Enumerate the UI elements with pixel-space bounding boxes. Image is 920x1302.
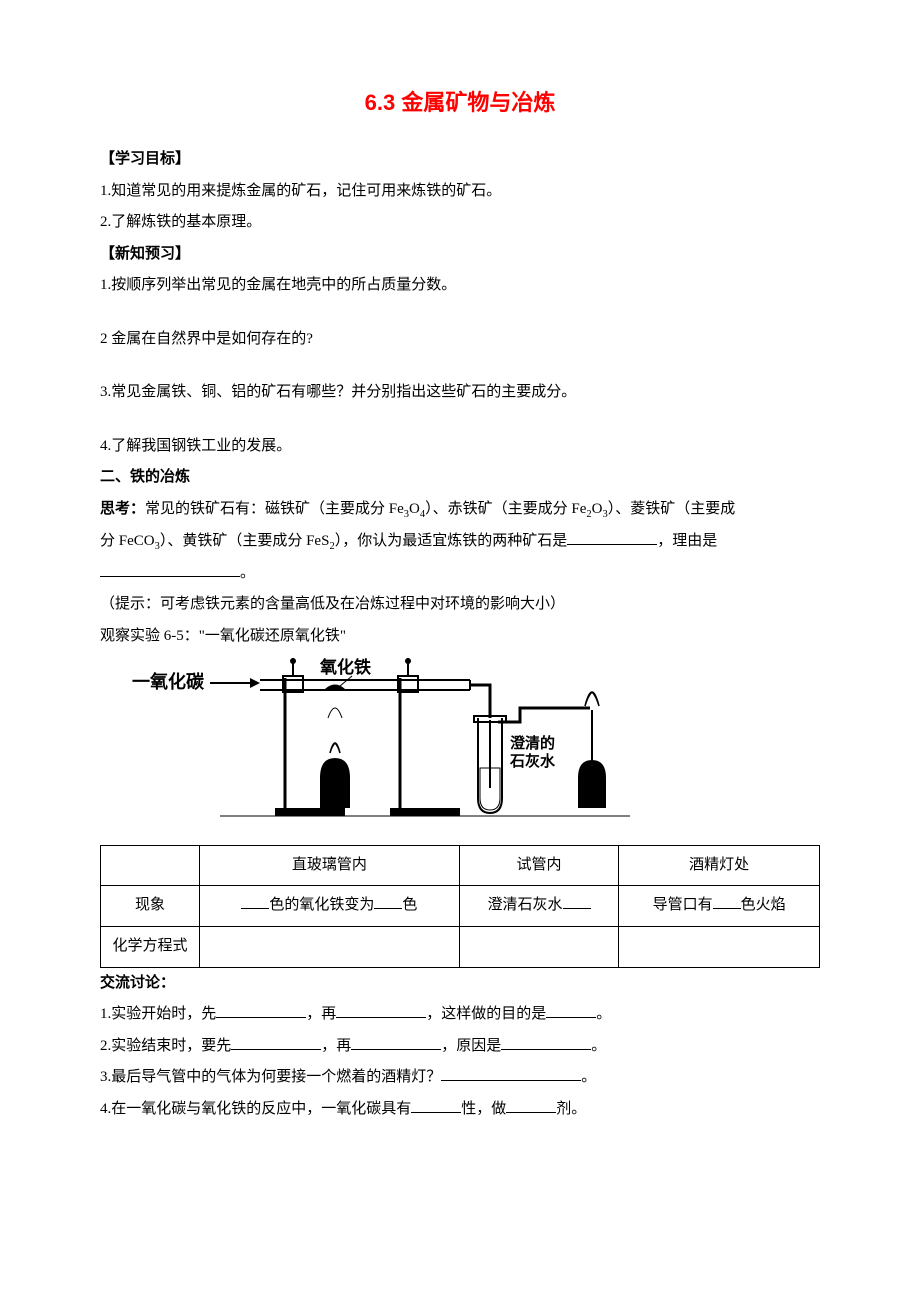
row-phenomenon-label: 现象: [101, 886, 200, 927]
t: 。: [596, 1006, 611, 1022]
think-line-2: 分 FeCO3）、黄铁矿（主要成分 FeS2），你认为最适宜炼铁的两种矿石是，理…: [100, 526, 820, 590]
preview-2: 2 金属在自然界中是如何存在的?: [100, 324, 820, 356]
think-text-3: ）、菱铁矿（主要成: [608, 501, 736, 517]
row-equation-label: 化学方程式: [101, 926, 200, 967]
discuss-4: 4.在一氧化碳与氧化铁的反应中，一氧化碳具有 性，做 剂。: [100, 1094, 820, 1126]
goal-2: 2.了解炼铁的基本原理。: [100, 207, 820, 239]
label-feo: 氧化铁: [319, 658, 371, 677]
t: ，这样做的目的是: [426, 1006, 546, 1022]
think-text-2: ）、赤铁矿（主要成分 Fe: [425, 501, 586, 517]
t: 。: [591, 1038, 606, 1054]
t: 3.最后导气管中的气体为何要接一个燃着的酒精灯？: [100, 1069, 441, 1085]
think-text-1: 常见的铁矿石有：磁铁矿（主要成分 Fe: [145, 501, 404, 517]
t: ，再: [306, 1006, 336, 1022]
cell-eq-1[interactable]: [200, 926, 460, 967]
smelting-label: 二、铁的冶炼: [100, 462, 820, 494]
think-text-5: ）、黄铁矿（主要成分 FeS: [160, 533, 330, 549]
observe: 观察实验 6-5："一氧化碳还原氧化铁": [100, 621, 820, 653]
gap: [100, 302, 820, 324]
blank[interactable]: [411, 1097, 461, 1113]
cell-burner: 导管口有 色火焰: [619, 886, 820, 927]
blank[interactable]: [546, 1002, 596, 1018]
sub: 2: [586, 509, 591, 520]
table-row: 化学方程式: [101, 926, 820, 967]
table-row: 直玻璃管内 试管内 酒精灯处: [101, 845, 820, 886]
goals-label: 【学习目标】: [100, 144, 820, 176]
think-line-1: 思考：常见的铁矿石有：磁铁矿（主要成分 Fe3O4）、赤铁矿（主要成分 Fe2O…: [100, 494, 820, 526]
t: 导管口有: [653, 897, 713, 913]
blank[interactable]: [231, 1034, 321, 1050]
cell-eq-2[interactable]: [459, 926, 618, 967]
page: 6.3 金属矿物与冶炼 【学习目标】 1.知道常见的用来提炼金属的矿石，记住可用…: [0, 0, 920, 1185]
blank[interactable]: [374, 908, 402, 909]
think-text-8: 。: [240, 565, 255, 581]
cell-tube: 色的氧化铁变为 色: [200, 886, 460, 927]
blank[interactable]: [506, 1097, 556, 1113]
blank[interactable]: [336, 1002, 426, 1018]
page-title: 6.3 金属矿物与冶炼: [100, 80, 820, 126]
experiment-table: 直玻璃管内 试管内 酒精灯处 现象 色的氧化铁变为 色 澄清石灰水 导管口有 色火焰…: [100, 845, 820, 968]
experiment-diagram: 一氧化碳 氧化铁: [100, 658, 820, 841]
blank[interactable]: [100, 561, 240, 577]
t: ，再: [321, 1038, 351, 1054]
label-lime-1: 澄清的: [510, 734, 555, 752]
t: 1.实验开始时，先: [100, 1006, 216, 1022]
t: 色火焰: [741, 897, 786, 913]
t: 剂。: [556, 1101, 586, 1117]
think-text-6: ），你认为最适宜炼铁的两种矿石是: [335, 533, 568, 549]
preview-3: 3.常见金属铁、铜、铝的矿石有哪些？并分别指出这些矿石的主要成分。: [100, 377, 820, 409]
blank[interactable]: [713, 908, 741, 909]
gap: [100, 409, 820, 431]
th-testtube: 试管内: [459, 845, 618, 886]
think-text-7: ，理由是: [657, 533, 717, 549]
discuss-label: 交流讨论：: [100, 968, 820, 1000]
gap: [100, 355, 820, 377]
th-tube: 直玻璃管内: [200, 845, 460, 886]
t: 澄清石灰水: [488, 897, 563, 913]
blank[interactable]: [241, 908, 269, 909]
blank[interactable]: [567, 529, 657, 545]
cell-eq-3[interactable]: [619, 926, 820, 967]
discuss-3: 3.最后导气管中的气体为何要接一个燃着的酒精灯？ 。: [100, 1062, 820, 1094]
blank[interactable]: [351, 1034, 441, 1050]
th-blank: [101, 845, 200, 886]
table-row: 现象 色的氧化铁变为 色 澄清石灰水 导管口有 色火焰: [101, 886, 820, 927]
t: 2.实验结束时，要先: [100, 1038, 231, 1054]
cell-testtube: 澄清石灰水: [459, 886, 618, 927]
label-lime-2: 石灰水: [509, 752, 556, 770]
t: ，原因是: [441, 1038, 501, 1054]
goal-1: 1.知道常见的用来提炼金属的矿石，记住可用来炼铁的矿石。: [100, 176, 820, 208]
blank[interactable]: [216, 1002, 306, 1018]
t: 性，做: [461, 1101, 506, 1117]
t: 。: [581, 1069, 596, 1085]
blank[interactable]: [501, 1034, 591, 1050]
blank[interactable]: [441, 1065, 581, 1081]
preview-1: 1.按顺序列举出常见的金属在地壳中的所占质量分数。: [100, 270, 820, 302]
t: 4.在一氧化碳与氧化铁的反应中，一氧化碳具有: [100, 1101, 411, 1117]
think-text-4: 分 FeCO: [100, 533, 155, 549]
th-burner: 酒精灯处: [619, 845, 820, 886]
preview-label: 【新知预习】: [100, 239, 820, 271]
hint: （提示：可考虑铁元素的含量高低及在冶炼过程中对环境的影响大小）: [100, 589, 820, 621]
t: 色的氧化铁变为: [269, 897, 374, 913]
sub: 3: [404, 509, 409, 520]
discuss-1: 1.实验开始时，先 ，再 ，这样做的目的是 。: [100, 999, 820, 1031]
label-co: 一氧化碳: [132, 671, 205, 692]
think-label: 思考：: [100, 501, 145, 517]
discuss-2: 2.实验结束时，要先 ，再 ，原因是 。: [100, 1031, 820, 1063]
apparatus-svg: 一氧化碳 氧化铁: [120, 658, 640, 828]
preview-4: 4.了解我国钢铁工业的发展。: [100, 431, 820, 463]
blank[interactable]: [563, 908, 591, 909]
t: 色: [402, 897, 417, 913]
